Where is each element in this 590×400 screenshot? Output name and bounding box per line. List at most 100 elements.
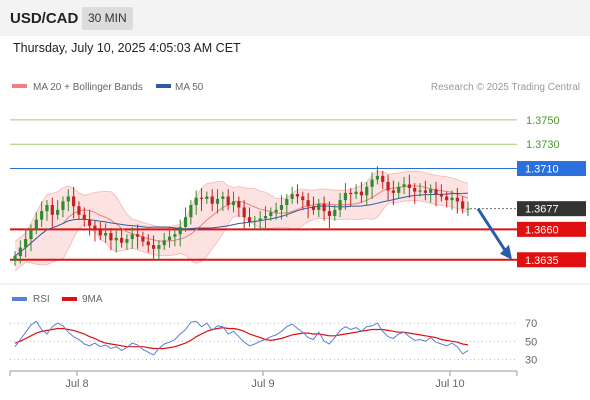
candle	[434, 181, 438, 207]
time-axis: Jul 8 Jul 9 Jul 10	[9, 370, 518, 390]
candle	[194, 190, 198, 215]
candle-body	[226, 196, 230, 206]
rsi-ma-line	[14, 326, 469, 350]
candle	[18, 240, 22, 264]
candle	[423, 180, 427, 201]
candle-body	[311, 206, 316, 210]
candle	[226, 189, 230, 210]
candle	[189, 200, 193, 225]
candle	[439, 184, 443, 202]
candle	[157, 240, 161, 261]
candle-body	[327, 211, 332, 216]
candle-body	[253, 220, 257, 223]
candle-body	[210, 196, 214, 204]
projection-arrow-head	[500, 244, 512, 260]
candle	[66, 189, 70, 212]
candlesticks	[13, 166, 470, 266]
candle	[167, 226, 172, 248]
candle-body	[205, 196, 209, 199]
candle-body	[221, 196, 225, 199]
candle	[130, 226, 134, 249]
level-label-1.3635: 1.3635	[525, 255, 559, 267]
level-tag-1.3635	[517, 252, 586, 268]
candle-body	[104, 233, 108, 236]
candle-body	[82, 214, 86, 220]
time-tick-label: Jul 10	[435, 378, 464, 390]
candle-body	[247, 217, 252, 223]
candle	[162, 233, 166, 251]
candle-body	[295, 194, 300, 197]
candle-body	[269, 212, 273, 216]
candle	[333, 205, 337, 221]
ma20-legend-label: MA 20 + Bollinger Bands	[33, 82, 143, 93]
candle-body	[407, 184, 411, 188]
level-tag-1.3660	[517, 221, 586, 237]
candle	[306, 192, 310, 219]
candle-body	[93, 225, 97, 230]
candle-body	[24, 239, 28, 248]
rsi-tick-label: 30	[525, 354, 537, 366]
level-tag-1.3677	[517, 201, 586, 217]
candle-body	[183, 217, 188, 227]
candle-body	[391, 190, 395, 193]
candle-body	[162, 240, 166, 246]
candle	[242, 200, 246, 230]
ma20-line	[14, 185, 469, 257]
candle-body	[13, 256, 17, 261]
level-label-1.3750: 1.3750	[526, 115, 560, 127]
candle	[24, 229, 28, 258]
candle	[461, 196, 465, 214]
candle	[109, 228, 113, 251]
candle	[450, 190, 454, 210]
level-tag-1.3710	[517, 161, 586, 177]
candle-body	[61, 201, 65, 210]
projection-arrow	[476, 207, 512, 260]
candle	[413, 183, 417, 204]
candle	[40, 201, 44, 227]
candle	[311, 196, 316, 215]
level-labels: 1.3750 1.3730 1.3710 1.3677 1.3660 1.3635	[517, 115, 586, 268]
candle-body	[34, 219, 38, 230]
bollinger-lower	[14, 199, 469, 272]
candle-body	[333, 209, 337, 216]
candle-body	[237, 201, 241, 208]
candle-body	[285, 198, 289, 206]
candle	[370, 172, 374, 199]
bollinger-band-fill	[15, 170, 468, 271]
candle-body	[157, 245, 161, 249]
candle	[301, 191, 305, 210]
candle	[45, 200, 49, 221]
candle-body	[173, 234, 177, 237]
candle	[365, 181, 369, 206]
candle-body	[445, 196, 449, 201]
rsi-ma-legend-swatch	[62, 297, 77, 301]
timeframe-badge[interactable]: 30 MIN	[82, 7, 133, 30]
header-bar: USD/CAD 30 MIN	[0, 0, 590, 36]
candle-body	[146, 241, 150, 246]
candle-body	[317, 203, 321, 210]
candle	[322, 196, 326, 221]
candle	[173, 229, 177, 247]
bollinger-upper	[14, 170, 469, 242]
candle	[381, 170, 385, 190]
candle	[146, 234, 150, 253]
candle	[418, 183, 422, 197]
level-label-1.3677: 1.3677	[525, 204, 559, 216]
candle-body	[413, 188, 417, 192]
candle-body	[194, 197, 198, 206]
candle-body	[461, 201, 465, 209]
candle-body	[130, 234, 134, 240]
candle-body	[301, 196, 305, 201]
candle	[295, 184, 300, 204]
candle	[205, 191, 209, 204]
candle	[237, 196, 241, 218]
candle-body	[40, 211, 44, 220]
candle-body	[402, 184, 406, 187]
projection-arrow-shaft	[476, 207, 508, 253]
candle	[210, 189, 214, 212]
candle	[274, 202, 278, 220]
credit-text: Research © 2025 Trading Central	[431, 82, 580, 93]
level-label-1.3660: 1.3660	[525, 224, 559, 236]
candle	[114, 230, 118, 253]
candle	[391, 180, 395, 206]
